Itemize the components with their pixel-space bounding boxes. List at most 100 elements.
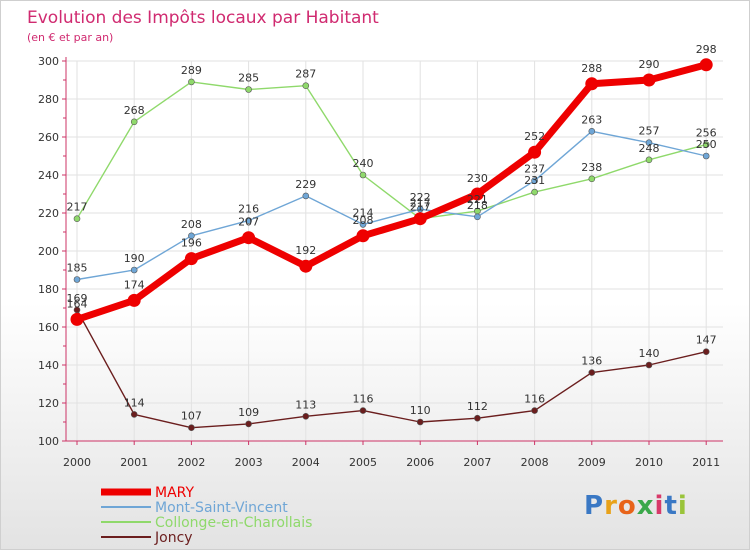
data-point bbox=[70, 312, 84, 326]
logo-letter: P bbox=[584, 491, 605, 521]
series-layer bbox=[70, 58, 713, 432]
legend-label: Mont-Saint-Vincent bbox=[155, 500, 288, 516]
data-point bbox=[245, 86, 252, 93]
grid-lines bbox=[66, 60, 723, 441]
data-label: 174 bbox=[124, 278, 145, 291]
x-tick-label: 2007 bbox=[463, 456, 491, 469]
data-label: 214 bbox=[353, 206, 374, 219]
data-point bbox=[645, 156, 653, 164]
data-point bbox=[474, 213, 481, 221]
data-label: 222 bbox=[410, 191, 431, 204]
data-label: 256 bbox=[696, 127, 717, 140]
data-label: 285 bbox=[238, 72, 259, 85]
data-label: 231 bbox=[524, 174, 545, 187]
data-label: 140 bbox=[639, 347, 660, 360]
data-label: 237 bbox=[524, 163, 545, 176]
data-point bbox=[645, 361, 653, 369]
chart-title: Evolution des Impôts locaux par Habitant bbox=[27, 8, 379, 28]
chart-subtitle: (en € et par an) bbox=[27, 31, 113, 44]
x-tick-label: 2004 bbox=[292, 456, 320, 469]
data-point bbox=[359, 407, 367, 414]
data-label: 169 bbox=[67, 292, 88, 305]
data-point bbox=[474, 414, 481, 422]
data-point bbox=[245, 420, 252, 428]
data-point bbox=[356, 229, 370, 243]
data-label: 164 bbox=[67, 297, 88, 310]
data-point bbox=[127, 293, 141, 307]
data-point bbox=[130, 411, 138, 418]
series-line-joncy bbox=[76, 309, 707, 429]
x-tick-label: 2006 bbox=[406, 456, 434, 469]
y-tick-label: 220 bbox=[38, 207, 59, 220]
data-point bbox=[130, 266, 138, 274]
data-point bbox=[188, 232, 195, 240]
data-point bbox=[130, 118, 138, 126]
y-tick-label: 160 bbox=[38, 321, 59, 334]
x-tick-label: 2009 bbox=[578, 456, 606, 469]
data-label: 218 bbox=[467, 199, 488, 212]
data-label: 109 bbox=[238, 406, 259, 419]
data-point bbox=[188, 78, 195, 86]
logo-letter: r bbox=[604, 491, 618, 521]
data-label: 185 bbox=[67, 262, 88, 275]
data-point bbox=[588, 175, 596, 183]
data-label: 250 bbox=[696, 138, 717, 151]
data-label: 257 bbox=[639, 125, 660, 138]
y-tick-label: 100 bbox=[38, 435, 59, 448]
data-point bbox=[531, 407, 538, 414]
data-point bbox=[413, 212, 427, 226]
data-point bbox=[588, 128, 596, 135]
data-label: 221 bbox=[467, 193, 488, 206]
series-line-collonge-en-charollais bbox=[76, 81, 707, 220]
data-label: 298 bbox=[696, 43, 717, 56]
data-label: 116 bbox=[353, 393, 374, 406]
data-point bbox=[245, 217, 252, 224]
x-tick-label: 2005 bbox=[349, 456, 377, 469]
data-point bbox=[702, 141, 710, 148]
data-label: 107 bbox=[181, 410, 202, 423]
data-point bbox=[702, 348, 710, 356]
data-point bbox=[588, 369, 596, 376]
data-label: 263 bbox=[581, 113, 602, 126]
data-point bbox=[702, 152, 710, 160]
x-tick-label: 2010 bbox=[635, 456, 663, 469]
data-label: 196 bbox=[181, 237, 202, 250]
data-label: 252 bbox=[524, 130, 545, 143]
data-point bbox=[531, 177, 538, 184]
data-label: 240 bbox=[353, 157, 374, 170]
data-point bbox=[302, 412, 310, 420]
data-point bbox=[359, 171, 367, 179]
data-label: 116 bbox=[524, 393, 545, 406]
data-label: 208 bbox=[181, 218, 202, 231]
data-label: 113 bbox=[295, 398, 316, 411]
axes: 100 120 140 160 180 200 220 240 260 280 300 2000 200… bbox=[38, 55, 723, 469]
data-point bbox=[302, 82, 310, 89]
data-point bbox=[645, 139, 653, 146]
data-point bbox=[528, 145, 542, 159]
data-label: 147 bbox=[696, 334, 717, 347]
data-label: 207 bbox=[238, 216, 259, 229]
data-point bbox=[699, 58, 713, 72]
data-label: 217 bbox=[410, 201, 431, 214]
y-tick-label: 300 bbox=[38, 55, 59, 68]
data-point bbox=[585, 77, 599, 91]
x-tick-label: 2008 bbox=[521, 456, 549, 469]
series-line-mont-saint-vincent bbox=[76, 130, 707, 281]
data-label: 238 bbox=[581, 161, 602, 174]
y-tick-label: 120 bbox=[38, 397, 59, 410]
legend-label: Joncy bbox=[154, 530, 193, 546]
data-label: 290 bbox=[639, 58, 660, 71]
x-tick-label: 2001 bbox=[120, 456, 148, 469]
logo-letter: i bbox=[654, 491, 665, 521]
data-point bbox=[359, 221, 367, 228]
data-point bbox=[73, 215, 81, 222]
data-label: 114 bbox=[124, 396, 145, 409]
data-point bbox=[73, 276, 81, 283]
data-label: 248 bbox=[639, 142, 660, 155]
x-tick-label: 2000 bbox=[63, 456, 91, 469]
y-tick-label: 180 bbox=[38, 283, 59, 296]
data-label: 216 bbox=[238, 203, 259, 216]
